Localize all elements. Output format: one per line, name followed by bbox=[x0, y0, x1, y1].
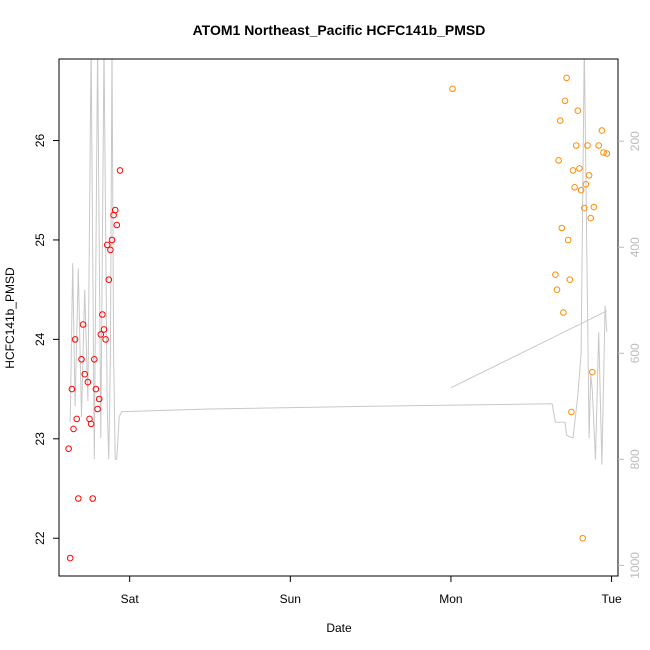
data-point bbox=[558, 224, 566, 232]
data-point bbox=[581, 204, 588, 212]
data-point bbox=[97, 331, 105, 338]
data-point bbox=[75, 495, 82, 502]
data-point bbox=[552, 271, 559, 279]
data-point bbox=[569, 167, 577, 174]
data-point bbox=[94, 405, 101, 413]
x-tick-label: Tue bbox=[601, 592, 622, 606]
data-point bbox=[579, 534, 587, 542]
data-point bbox=[70, 425, 77, 433]
data-point bbox=[113, 221, 121, 229]
x-axis: Sat Sun Mon Tue bbox=[121, 576, 622, 606]
y-tick-label: 23 bbox=[33, 432, 47, 446]
y2-tick-label: 600 bbox=[628, 343, 642, 363]
data-point bbox=[78, 356, 85, 363]
data-point bbox=[102, 336, 109, 343]
y-tick-label: 26 bbox=[33, 134, 47, 148]
data-point bbox=[116, 167, 124, 174]
data-point bbox=[595, 142, 603, 149]
data-point bbox=[584, 142, 591, 149]
secondary-y-axis: 200 400 600 800 1000 bbox=[618, 131, 642, 579]
data-point bbox=[603, 150, 611, 157]
x-axis-label: Date bbox=[326, 621, 352, 635]
y-tick-label: 22 bbox=[33, 531, 47, 545]
data-point bbox=[107, 246, 114, 254]
data-point bbox=[65, 445, 72, 453]
data-point bbox=[95, 395, 103, 403]
data-point bbox=[68, 385, 76, 393]
data-point bbox=[564, 236, 572, 244]
data-point bbox=[92, 385, 100, 393]
data-point bbox=[589, 368, 596, 376]
y-axis-label: HCFC141b_PMSD bbox=[3, 267, 17, 369]
data-point bbox=[571, 184, 578, 191]
y-axis: 22 23 24 25 26 bbox=[33, 134, 59, 545]
y2-tick-label: 400 bbox=[628, 237, 642, 257]
x-tick-label: Sat bbox=[121, 592, 140, 606]
data-point bbox=[561, 97, 569, 105]
data-point bbox=[449, 85, 456, 93]
data-point bbox=[100, 326, 108, 333]
data-point bbox=[590, 203, 598, 211]
y2-tick-label: 1000 bbox=[628, 552, 642, 579]
data-point bbox=[108, 236, 116, 244]
data-point bbox=[87, 420, 95, 428]
data-point bbox=[79, 321, 87, 328]
data-point bbox=[71, 336, 79, 343]
data-point bbox=[553, 286, 561, 294]
data-point bbox=[84, 378, 92, 386]
data-point bbox=[91, 356, 98, 363]
data-point bbox=[563, 74, 570, 82]
data-point bbox=[568, 408, 575, 416]
data-point bbox=[566, 276, 574, 284]
data-point bbox=[81, 370, 88, 378]
data-point bbox=[105, 276, 113, 284]
data-point bbox=[103, 241, 111, 249]
data-point bbox=[99, 311, 106, 318]
data-point bbox=[560, 309, 567, 316]
y-tick-label: 25 bbox=[33, 233, 47, 247]
data-point bbox=[587, 214, 595, 222]
depth-line bbox=[69, 59, 608, 465]
data-point bbox=[555, 157, 562, 164]
y2-tick-label: 200 bbox=[628, 131, 642, 151]
data-point bbox=[576, 165, 583, 172]
y2-tick-label: 800 bbox=[628, 449, 642, 469]
data-point bbox=[73, 415, 80, 423]
x-tick-label: Sun bbox=[280, 592, 301, 606]
data-point bbox=[66, 554, 74, 562]
chart-title: ATOM1 Northeast_Pacific HCFC141b_PMSD bbox=[193, 22, 486, 38]
data-point bbox=[572, 142, 580, 149]
plot-frame bbox=[58, 58, 619, 577]
data-point bbox=[577, 186, 585, 194]
data-point bbox=[111, 206, 119, 214]
x-tick-label: Mon bbox=[439, 592, 462, 606]
data-point bbox=[556, 117, 564, 124]
data-point bbox=[89, 495, 96, 502]
y-tick-label: 24 bbox=[33, 332, 47, 346]
data-point bbox=[585, 172, 593, 179]
data-point bbox=[600, 149, 607, 156]
depth-line-segment bbox=[450, 310, 608, 389]
data-point bbox=[574, 107, 582, 114]
data-point bbox=[598, 127, 606, 134]
data-point bbox=[582, 181, 590, 188]
